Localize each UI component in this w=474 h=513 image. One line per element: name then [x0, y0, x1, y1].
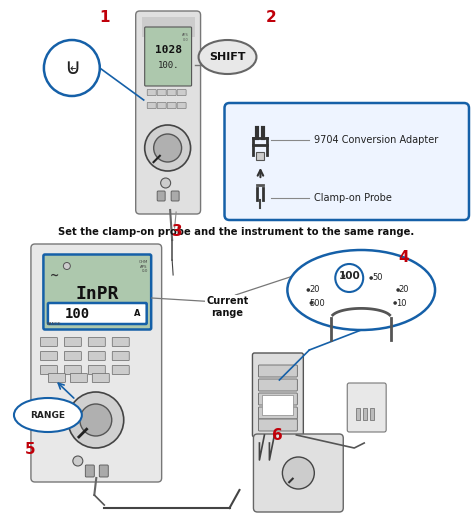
FancyBboxPatch shape — [48, 303, 146, 324]
FancyBboxPatch shape — [258, 379, 297, 391]
Text: 20: 20 — [399, 286, 410, 294]
FancyBboxPatch shape — [258, 365, 297, 377]
FancyBboxPatch shape — [40, 351, 57, 361]
Text: 10: 10 — [396, 299, 406, 307]
FancyBboxPatch shape — [64, 365, 82, 374]
Text: Clamp-on Probe: Clamp-on Probe — [314, 193, 392, 203]
FancyBboxPatch shape — [31, 244, 162, 482]
FancyBboxPatch shape — [88, 338, 105, 346]
Text: 5: 5 — [25, 443, 35, 458]
Circle shape — [44, 40, 100, 96]
Circle shape — [310, 301, 313, 305]
FancyBboxPatch shape — [177, 89, 186, 95]
FancyBboxPatch shape — [225, 103, 469, 220]
Circle shape — [396, 288, 400, 292]
Text: RANGE: RANGE — [47, 322, 62, 326]
FancyBboxPatch shape — [40, 365, 57, 374]
Text: 100: 100 — [338, 271, 360, 281]
FancyBboxPatch shape — [263, 395, 293, 415]
FancyBboxPatch shape — [92, 373, 109, 383]
Text: ⊌: ⊌ — [64, 58, 80, 78]
FancyBboxPatch shape — [147, 89, 156, 95]
Text: A: A — [135, 309, 141, 318]
Text: Current
range: Current range — [206, 296, 249, 318]
Text: OHM
APS
0-0: OHM APS 0-0 — [138, 260, 148, 273]
Text: 2: 2 — [266, 10, 277, 26]
FancyBboxPatch shape — [177, 103, 186, 109]
Circle shape — [68, 392, 124, 448]
FancyBboxPatch shape — [256, 152, 264, 160]
Ellipse shape — [287, 250, 435, 330]
FancyBboxPatch shape — [147, 103, 156, 109]
FancyBboxPatch shape — [157, 191, 165, 201]
Circle shape — [161, 178, 171, 188]
FancyBboxPatch shape — [85, 465, 94, 477]
Text: 6: 6 — [272, 427, 283, 443]
FancyBboxPatch shape — [64, 351, 82, 361]
Circle shape — [154, 134, 182, 162]
FancyBboxPatch shape — [112, 351, 129, 361]
Text: SHIFT: SHIFT — [209, 52, 246, 62]
FancyBboxPatch shape — [167, 103, 176, 109]
Text: 100.: 100. — [157, 62, 179, 70]
Circle shape — [73, 456, 83, 466]
Circle shape — [80, 404, 112, 436]
FancyBboxPatch shape — [112, 338, 129, 346]
FancyBboxPatch shape — [88, 365, 105, 374]
Text: 4: 4 — [399, 250, 410, 266]
FancyBboxPatch shape — [70, 373, 87, 383]
FancyBboxPatch shape — [145, 27, 191, 86]
FancyBboxPatch shape — [142, 17, 195, 37]
FancyBboxPatch shape — [44, 254, 151, 329]
Ellipse shape — [199, 40, 256, 74]
Text: Set the clamp-on probe and the instrument to the same range.: Set the clamp-on probe and the instrumen… — [58, 227, 415, 237]
FancyBboxPatch shape — [157, 103, 166, 109]
Text: APS
0-0: APS 0-0 — [182, 33, 189, 42]
FancyBboxPatch shape — [112, 365, 129, 374]
Text: InPR: InPR — [75, 285, 119, 303]
FancyBboxPatch shape — [258, 393, 297, 405]
FancyBboxPatch shape — [157, 89, 166, 95]
Text: 9704 Conversion Adapter: 9704 Conversion Adapter — [314, 135, 438, 145]
Circle shape — [369, 276, 373, 280]
FancyBboxPatch shape — [363, 408, 367, 420]
Circle shape — [64, 263, 70, 269]
Text: 50: 50 — [372, 273, 383, 283]
FancyBboxPatch shape — [258, 407, 297, 419]
FancyBboxPatch shape — [88, 351, 105, 361]
FancyBboxPatch shape — [136, 11, 201, 214]
Text: 500: 500 — [310, 299, 325, 307]
Text: 1028: 1028 — [155, 45, 182, 55]
Text: ~: ~ — [50, 271, 59, 281]
Circle shape — [283, 457, 314, 489]
Circle shape — [145, 125, 191, 171]
FancyBboxPatch shape — [254, 434, 343, 512]
FancyBboxPatch shape — [40, 338, 57, 346]
FancyBboxPatch shape — [171, 191, 179, 201]
FancyBboxPatch shape — [167, 89, 176, 95]
FancyBboxPatch shape — [48, 373, 65, 383]
FancyBboxPatch shape — [99, 465, 108, 477]
Text: 100: 100 — [64, 306, 90, 321]
FancyBboxPatch shape — [64, 338, 82, 346]
FancyBboxPatch shape — [258, 419, 297, 431]
Text: 3: 3 — [173, 225, 183, 240]
FancyBboxPatch shape — [356, 408, 360, 420]
Text: RANGE: RANGE — [30, 410, 65, 420]
Text: 1: 1 — [100, 10, 110, 26]
Ellipse shape — [14, 398, 82, 432]
FancyBboxPatch shape — [370, 408, 374, 420]
FancyBboxPatch shape — [253, 353, 303, 437]
Circle shape — [341, 274, 345, 278]
Circle shape — [307, 288, 310, 292]
FancyBboxPatch shape — [347, 383, 386, 432]
Circle shape — [393, 301, 397, 305]
Text: 20: 20 — [309, 286, 319, 294]
